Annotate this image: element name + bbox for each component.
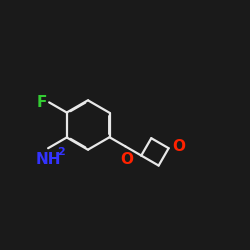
- Text: O: O: [120, 152, 133, 168]
- Text: F: F: [36, 95, 47, 110]
- Text: NH: NH: [35, 152, 61, 167]
- Text: O: O: [172, 140, 185, 154]
- Text: 2: 2: [57, 147, 65, 157]
